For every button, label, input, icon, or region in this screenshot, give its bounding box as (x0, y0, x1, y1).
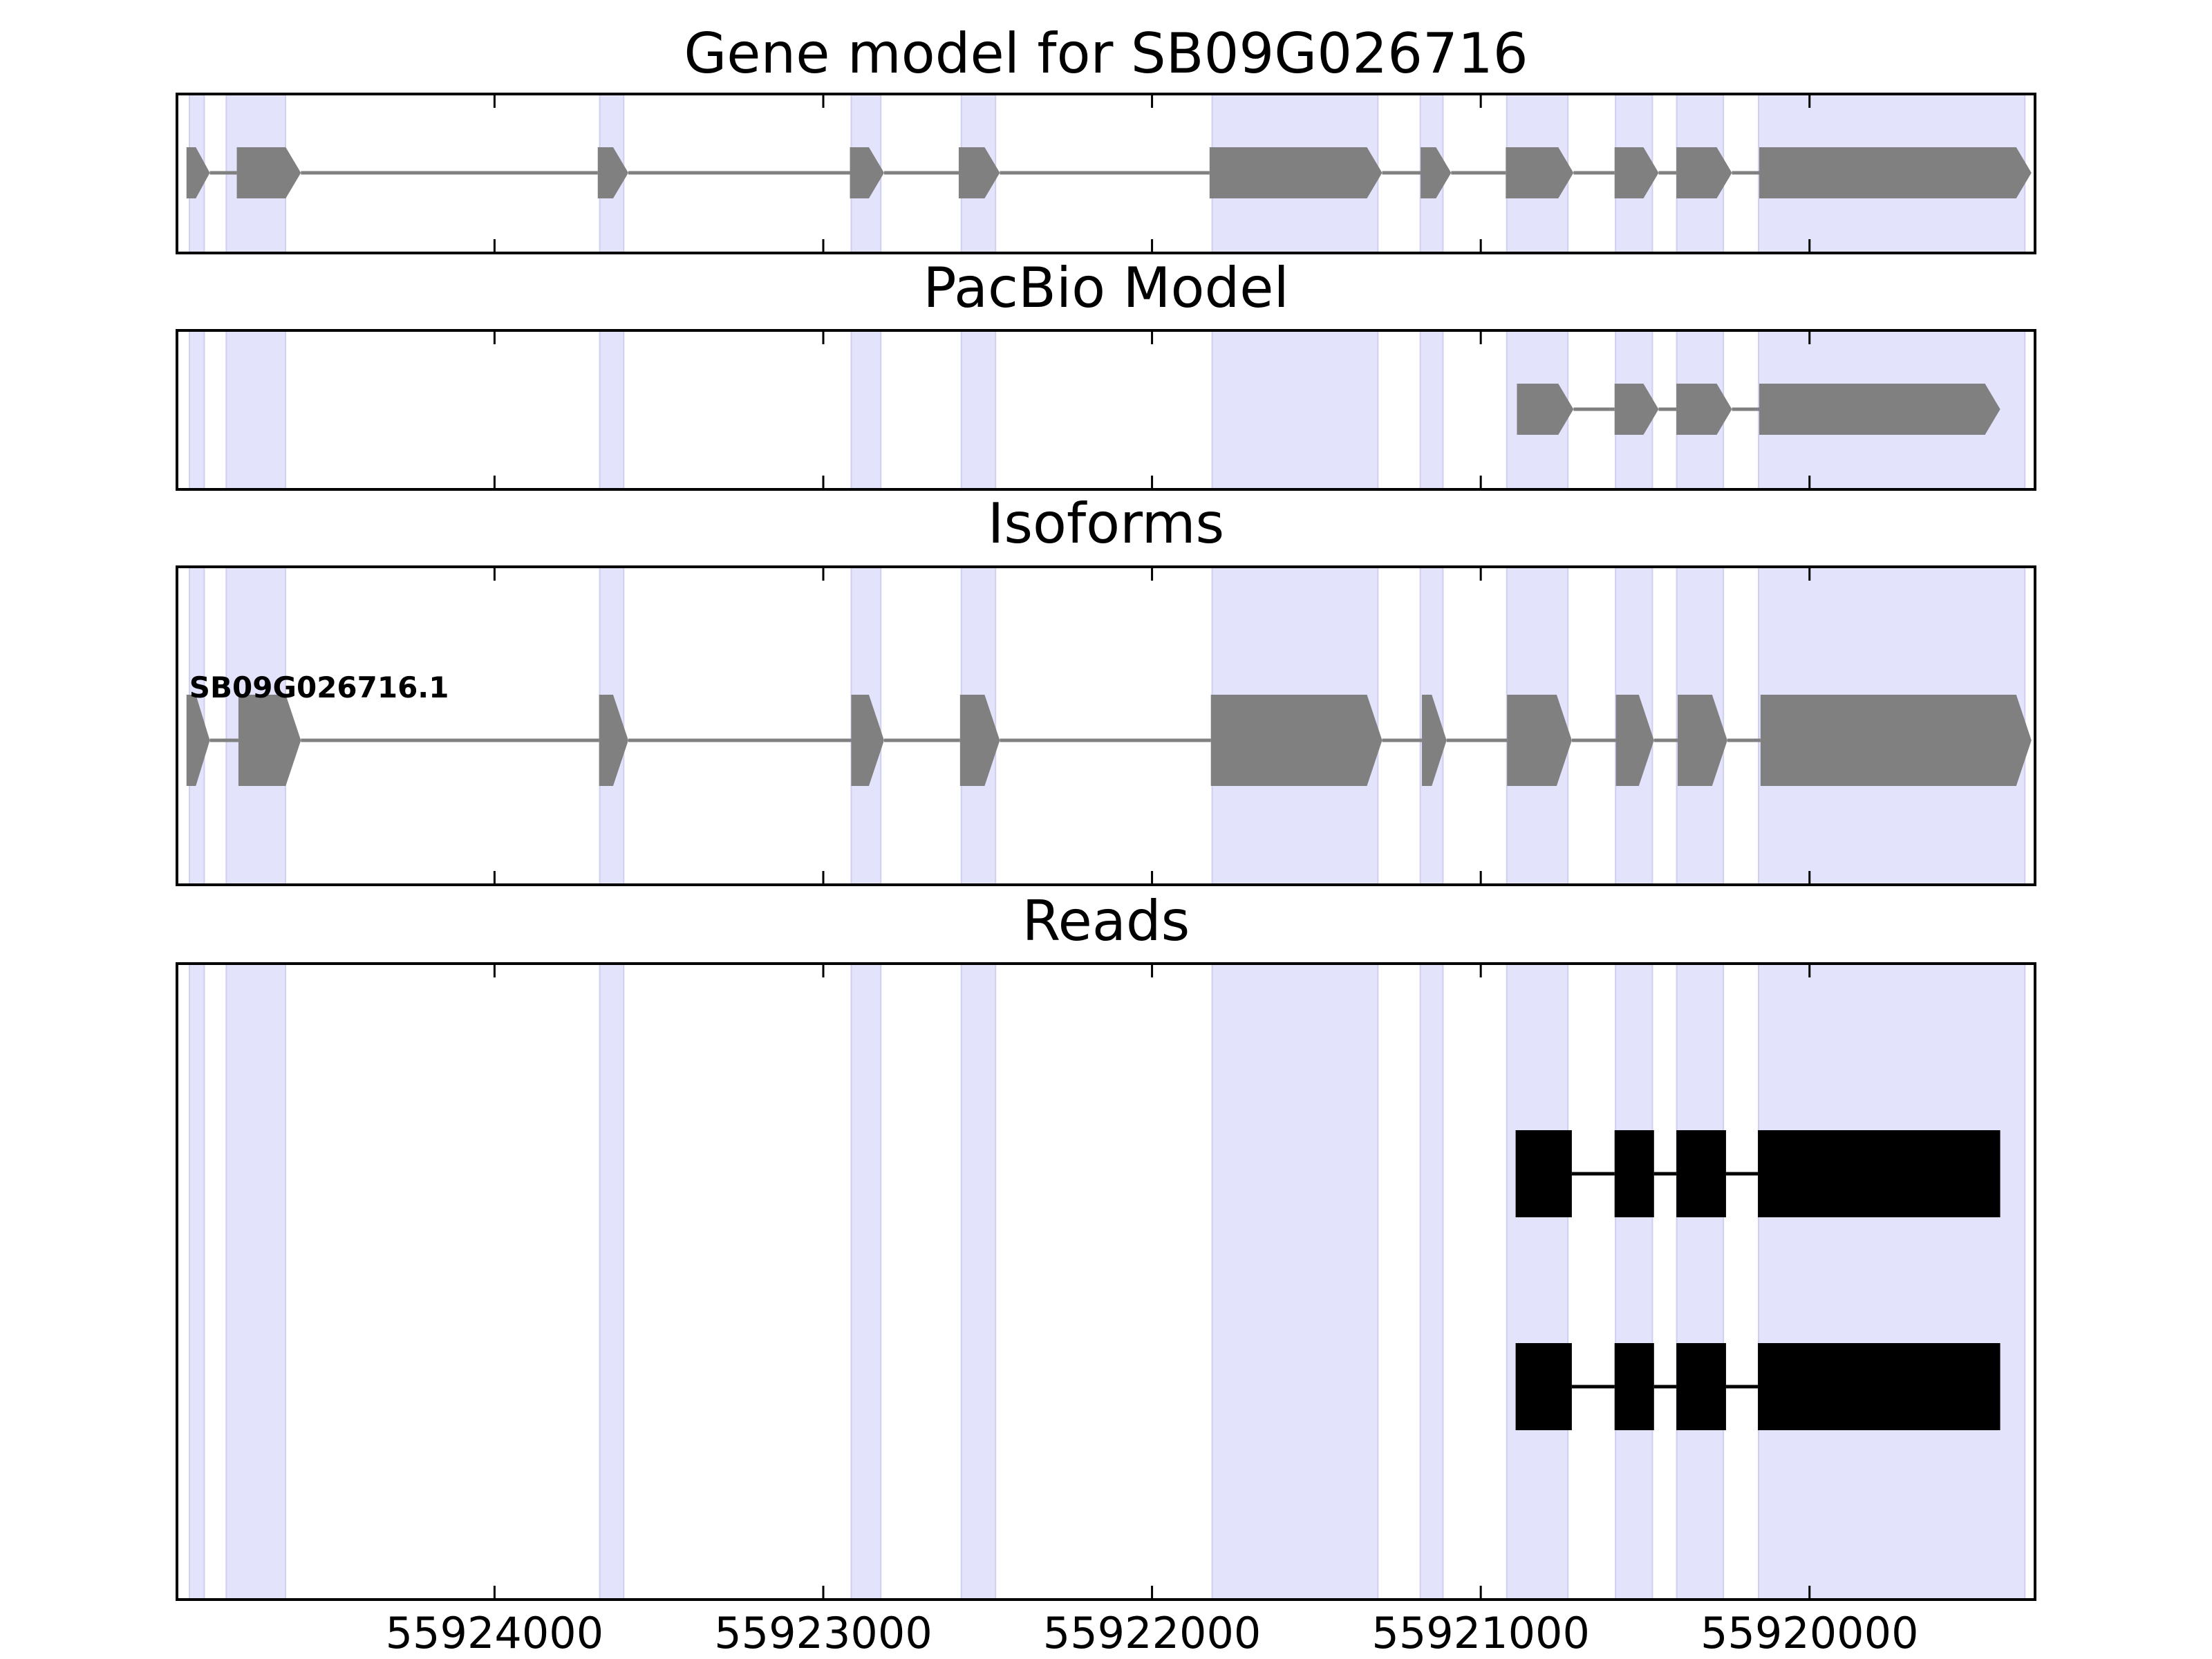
exon-arrow (1759, 147, 2032, 198)
exon-highlight-band (1419, 963, 1444, 1600)
read-block (1515, 1130, 1572, 1217)
isoform-label: SB09G026716.1 (189, 671, 449, 704)
exon-highlight-band (1676, 963, 1725, 1600)
exon-highlight-band (1211, 330, 1379, 490)
read-block (1614, 1343, 1654, 1430)
exon-arrow (1517, 384, 1574, 435)
x-tick-label: 55922000 (1043, 1608, 1262, 1658)
panel-frame (176, 93, 2036, 254)
panel-reads: Reads (176, 889, 2036, 1601)
panel-title-isoforms: Isoforms (988, 491, 1224, 556)
exon-arrow (1759, 384, 2000, 435)
panel-frame (176, 329, 2036, 491)
x-tick-label: 55920000 (1700, 1608, 1919, 1658)
read-block (1758, 1343, 2000, 1430)
exon-highlight-band (960, 330, 997, 490)
read-block (1515, 1343, 1572, 1430)
exon-arrow (1422, 695, 1447, 786)
exon-highlight-band (850, 963, 882, 1600)
exon-arrow (1421, 147, 1452, 198)
exon-arrow (1676, 384, 1732, 435)
exon-arrow (186, 695, 210, 786)
exon-highlight-band (225, 963, 286, 1600)
read-block (1758, 1130, 2000, 1217)
exon-highlight-band (599, 963, 625, 1600)
exon-highlight-band (1419, 330, 1444, 490)
read-block (1676, 1343, 1726, 1430)
panel-isoforms: Isoforms SB09G026716.1 (176, 491, 2036, 886)
x-tick-label: 55924000 (386, 1608, 604, 1658)
exon-arrow (1506, 147, 1574, 198)
exon-highlight-band (1758, 963, 2026, 1600)
exon-arrow (958, 147, 1000, 198)
exon-highlight-band (599, 330, 625, 490)
exon-highlight-band (1506, 963, 1569, 1600)
exon-highlight-band (1211, 963, 1379, 1600)
panel-gene-model: Gene model for SB09G026716 (176, 21, 2036, 254)
panel-title-reads: Reads (1022, 889, 1190, 953)
exon-arrow (1615, 695, 1654, 786)
exon-arrow (238, 695, 301, 786)
panel-frame (176, 962, 2036, 1601)
exon-arrow (597, 147, 628, 198)
exon-arrow (1507, 695, 1572, 786)
exon-arrow (1614, 147, 1659, 198)
exon-arrow (1676, 147, 1732, 198)
exon-highlight-band (189, 963, 205, 1600)
exon-arrow (236, 147, 301, 198)
x-tick-label: 55923000 (714, 1608, 932, 1658)
exon-highlight-band (225, 330, 286, 490)
panel-pacbio-model: PacBio Model (176, 256, 2036, 491)
exon-arrow (1209, 147, 1382, 198)
exon-arrow (1760, 695, 2032, 786)
exon-arrow (1678, 695, 1727, 786)
x-tick-label: 55921000 (1371, 1608, 1590, 1658)
exon-arrow (851, 695, 884, 786)
exon-arrow (850, 147, 884, 198)
read-block (1676, 1130, 1726, 1217)
exon-arrow (1614, 384, 1659, 435)
exon-arrow (959, 695, 1000, 786)
exon-highlight-band (1615, 963, 1653, 1600)
exon-arrow (186, 147, 210, 198)
exon-arrow (1210, 695, 1382, 786)
panel-title-gene-model: Gene model for SB09G026716 (684, 21, 1528, 86)
panel-frame (176, 565, 2036, 886)
x-axis: 55924000 55923000 55922000 55921000 55920000 (386, 1608, 1919, 1658)
exon-highlight-band (850, 330, 882, 490)
panel-title-pacbio-model: PacBio Model (923, 256, 1288, 320)
exon-highlight-band (960, 963, 997, 1600)
exon-arrow (599, 695, 628, 786)
read-block (1614, 1130, 1654, 1217)
exon-highlight-band (189, 330, 205, 490)
